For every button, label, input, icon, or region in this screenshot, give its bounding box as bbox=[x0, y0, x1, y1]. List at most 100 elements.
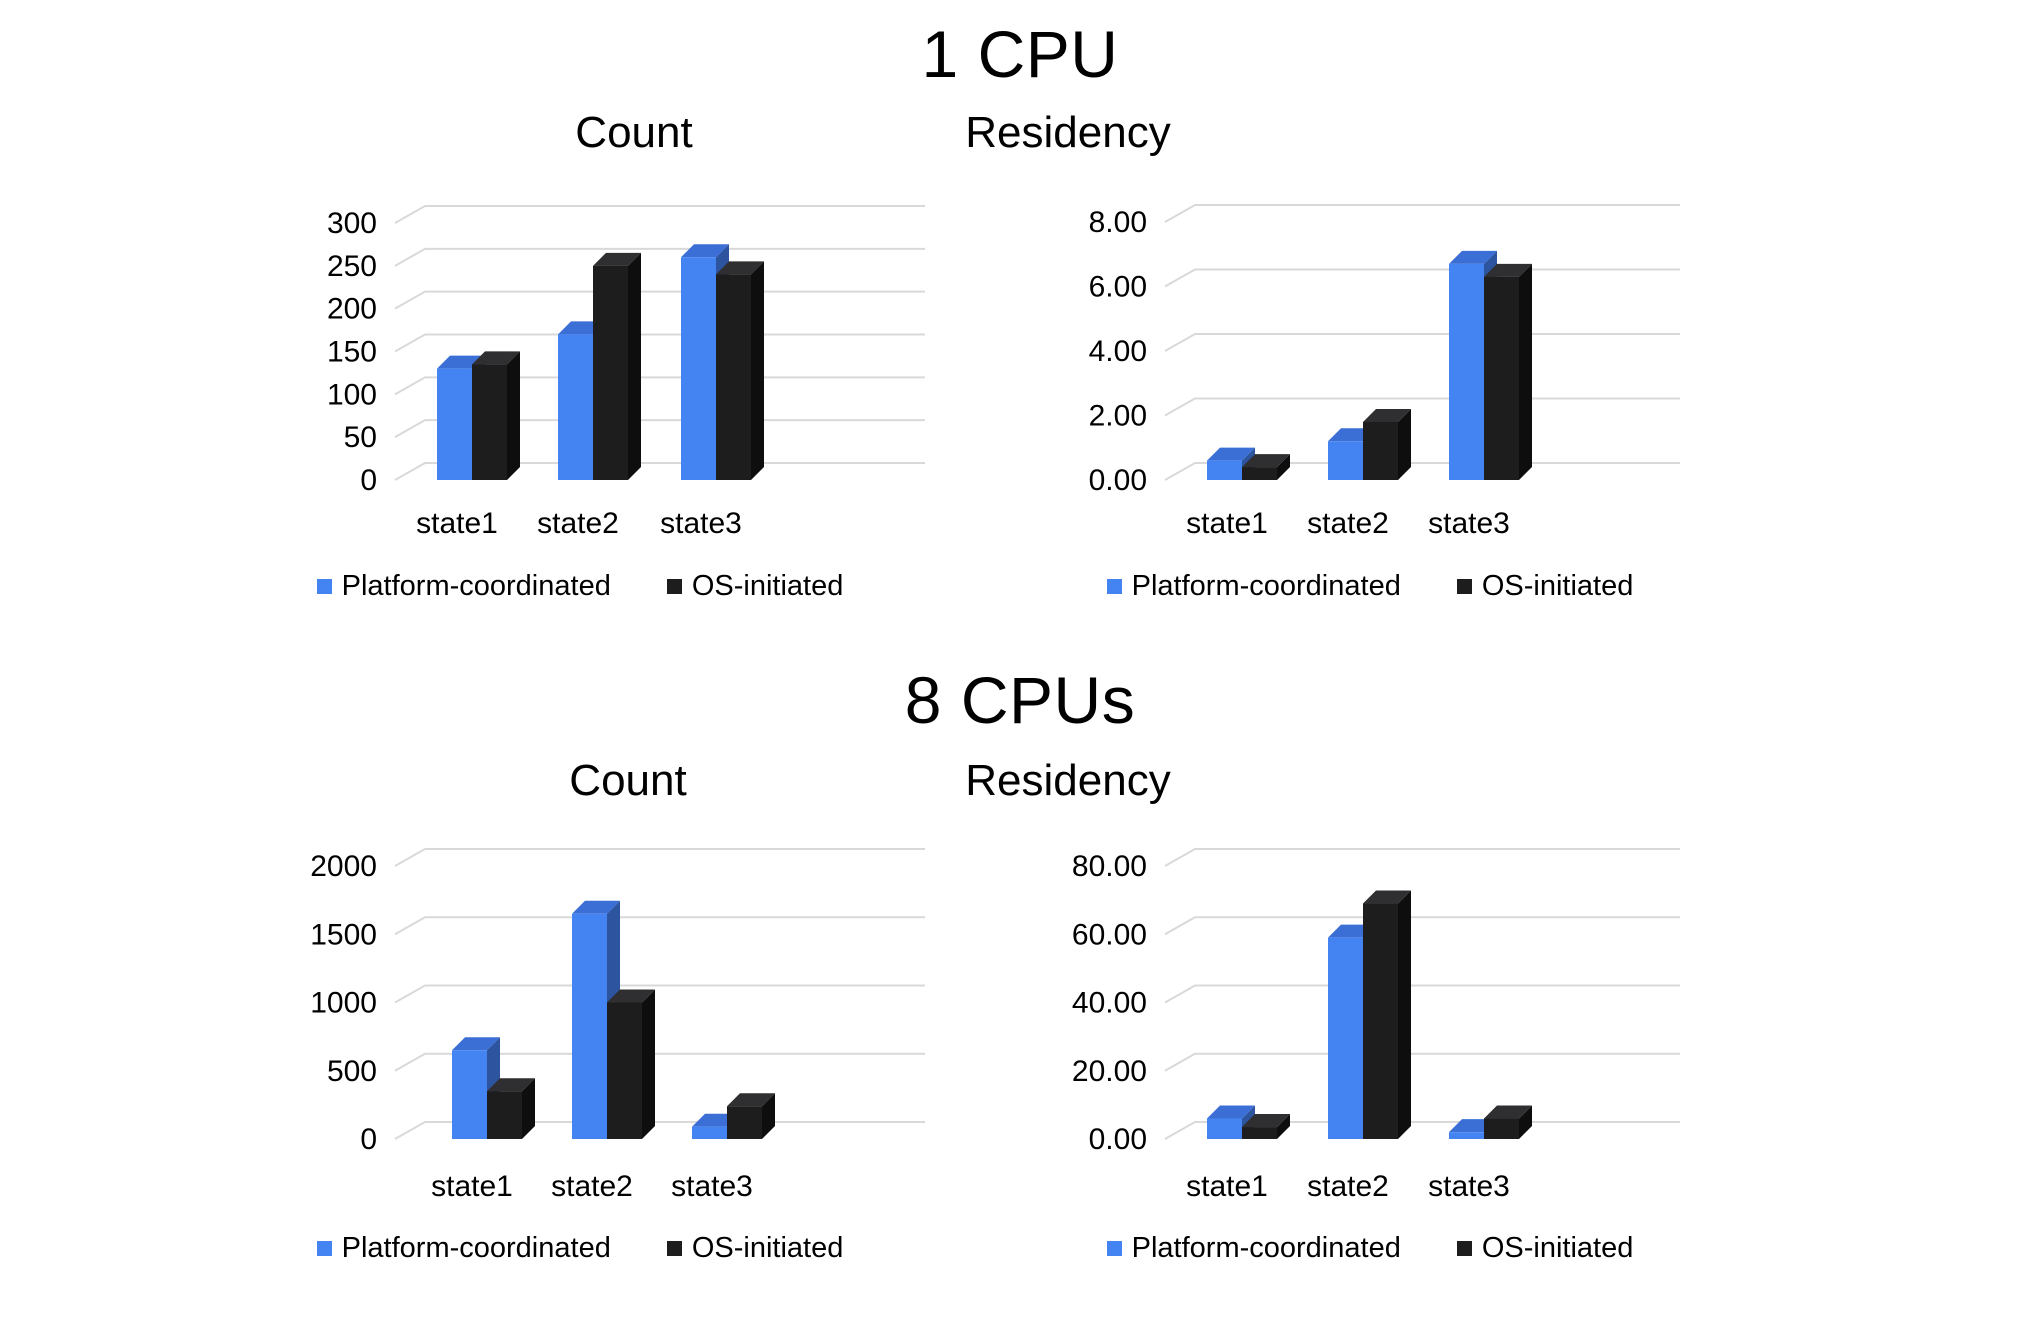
gridline bbox=[1164, 268, 1680, 288]
bar-os-state1-chart3 bbox=[1242, 1114, 1290, 1139]
platform-swatch-icon bbox=[1106, 1241, 1122, 1256]
y-tick-label: 2000 bbox=[310, 850, 377, 883]
bar-top-face bbox=[452, 1037, 500, 1051]
y-tick-label: 80.00 bbox=[1072, 850, 1147, 883]
y-tick-label: 40.00 bbox=[1072, 987, 1147, 1020]
bar-side-face bbox=[1277, 1114, 1290, 1139]
bar-top-face bbox=[681, 244, 729, 258]
bar-side-face bbox=[1398, 890, 1411, 1139]
x-category-label: state1 bbox=[1186, 1170, 1268, 1203]
x-category-label: state3 bbox=[1428, 1170, 1510, 1203]
bar-os-state1-chart1 bbox=[1242, 454, 1290, 480]
legend-item-platform: Platform-coordinated bbox=[1106, 1232, 1401, 1265]
bar-os-state3-chart1 bbox=[1484, 263, 1532, 480]
chart-title-1cpu-count: Count bbox=[575, 108, 693, 157]
gridline bbox=[1164, 1052, 1680, 1072]
bar-top-face bbox=[1207, 447, 1255, 461]
bar-side-face bbox=[507, 351, 520, 480]
os-swatch-icon bbox=[1456, 579, 1472, 594]
gridlines-3: 0.00 20.00 40.00 60.00 80.00 bbox=[1072, 848, 1680, 1156]
bar-side-face bbox=[762, 1093, 775, 1139]
y-tick-label: 300 bbox=[327, 207, 377, 240]
gridline bbox=[1164, 984, 1680, 1004]
legend-1cpu-count: Platform-coordinated OS-initiated bbox=[300, 570, 860, 603]
bar-os-state2-chart2 bbox=[607, 989, 655, 1139]
gridline bbox=[1164, 333, 1680, 352]
bar-front-face bbox=[1449, 263, 1484, 480]
gridline bbox=[394, 290, 925, 310]
x-category-label: state1 bbox=[431, 1170, 513, 1203]
gridline bbox=[394, 984, 925, 1004]
gridline bbox=[1164, 916, 1680, 936]
x-category-label: state3 bbox=[660, 507, 742, 540]
legend-label-platform: Platform-coordinated bbox=[1131, 1232, 1401, 1264]
bar-side-face bbox=[628, 252, 641, 480]
bar-top-face bbox=[1242, 454, 1290, 468]
x-category-label: state1 bbox=[416, 507, 498, 540]
x-category-label: state3 bbox=[671, 1170, 753, 1203]
bar-front-face bbox=[1484, 1118, 1519, 1139]
bar-top-face bbox=[1484, 1105, 1532, 1119]
y-tick-label: 4.00 bbox=[1089, 335, 1147, 368]
bar-front-face bbox=[472, 364, 507, 480]
x-category-label: state2 bbox=[1307, 507, 1389, 540]
bar-top-face bbox=[1242, 1114, 1290, 1128]
chart-title-8cpus-residency: Residency bbox=[965, 756, 1171, 805]
platform-swatch-icon bbox=[316, 1241, 332, 1256]
y-tick-label: 0.00 bbox=[1089, 464, 1147, 497]
os-swatch-icon bbox=[666, 579, 682, 594]
bar-top-face bbox=[1449, 250, 1497, 264]
bar-top-face bbox=[593, 252, 641, 266]
y-tick-label: 0.00 bbox=[1089, 1123, 1147, 1156]
bar-top-face bbox=[1207, 1105, 1255, 1119]
x-category-label: state2 bbox=[551, 1170, 633, 1203]
os-swatch-icon bbox=[666, 1241, 682, 1256]
bar-front-face bbox=[1328, 441, 1363, 480]
gridline bbox=[394, 916, 925, 936]
y-tick-label: 250 bbox=[327, 250, 377, 283]
bar-top-face bbox=[727, 1093, 775, 1107]
chart-title-1cpu-residency: Residency bbox=[965, 108, 1171, 157]
bar-side-face bbox=[1277, 454, 1290, 480]
y-tick-label: 200 bbox=[327, 293, 377, 326]
legend-item-platform: Platform-coordinated bbox=[1106, 570, 1401, 603]
gridline bbox=[1164, 397, 1680, 417]
bar-os-state1-chart0 bbox=[472, 351, 520, 480]
legend-label-platform: Platform-coordinated bbox=[1131, 570, 1401, 602]
os-swatch-icon bbox=[1456, 1241, 1472, 1256]
bar-front-face bbox=[681, 257, 716, 480]
bar-os-state1-chart2 bbox=[487, 1078, 535, 1139]
legend-label-os: OS-initiated bbox=[1481, 1232, 1634, 1264]
section-title-1cpu: 1 CPU bbox=[921, 17, 1119, 91]
bar-side-face bbox=[522, 1078, 535, 1139]
y-tick-label: 6.00 bbox=[1089, 271, 1147, 304]
bar-front-face bbox=[716, 274, 751, 480]
legend-1cpu-residency: Platform-coordinated OS-initiated bbox=[1090, 570, 1650, 603]
bar-front-face bbox=[1363, 421, 1398, 480]
gridline bbox=[1164, 204, 1680, 223]
legend-item-platform: Platform-coordinated bbox=[316, 570, 611, 603]
y-tick-label: 2.00 bbox=[1089, 400, 1147, 433]
gridline bbox=[1164, 848, 1680, 867]
bar-side-face bbox=[1519, 263, 1532, 480]
bar-side-face bbox=[642, 989, 655, 1139]
bar-top-face bbox=[1363, 408, 1411, 422]
bar-front-face bbox=[593, 265, 628, 480]
y-tick-label: 60.00 bbox=[1072, 918, 1147, 951]
y-tick-label: 0 bbox=[360, 464, 377, 497]
bar-top-face bbox=[1484, 263, 1532, 277]
bar-top-face bbox=[607, 989, 655, 1003]
legend-item-os: OS-initiated bbox=[666, 1232, 843, 1265]
bar-os-state3-chart0 bbox=[716, 261, 764, 480]
legend-label-os: OS-initiated bbox=[691, 570, 844, 602]
y-tick-label: 20.00 bbox=[1072, 1055, 1147, 1088]
legend-item-os: OS-initiated bbox=[1456, 1232, 1634, 1265]
bar-front-face bbox=[558, 334, 593, 480]
bar-top-face bbox=[716, 261, 764, 275]
bar-front-face bbox=[1242, 1127, 1277, 1139]
y-tick-label: 1500 bbox=[310, 918, 377, 951]
gridline bbox=[394, 247, 925, 267]
bar-front-face bbox=[1449, 1132, 1484, 1139]
